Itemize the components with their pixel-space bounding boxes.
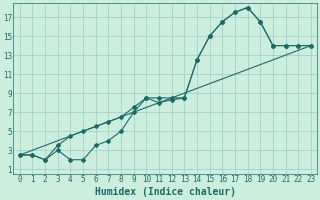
X-axis label: Humidex (Indice chaleur): Humidex (Indice chaleur): [95, 187, 236, 197]
